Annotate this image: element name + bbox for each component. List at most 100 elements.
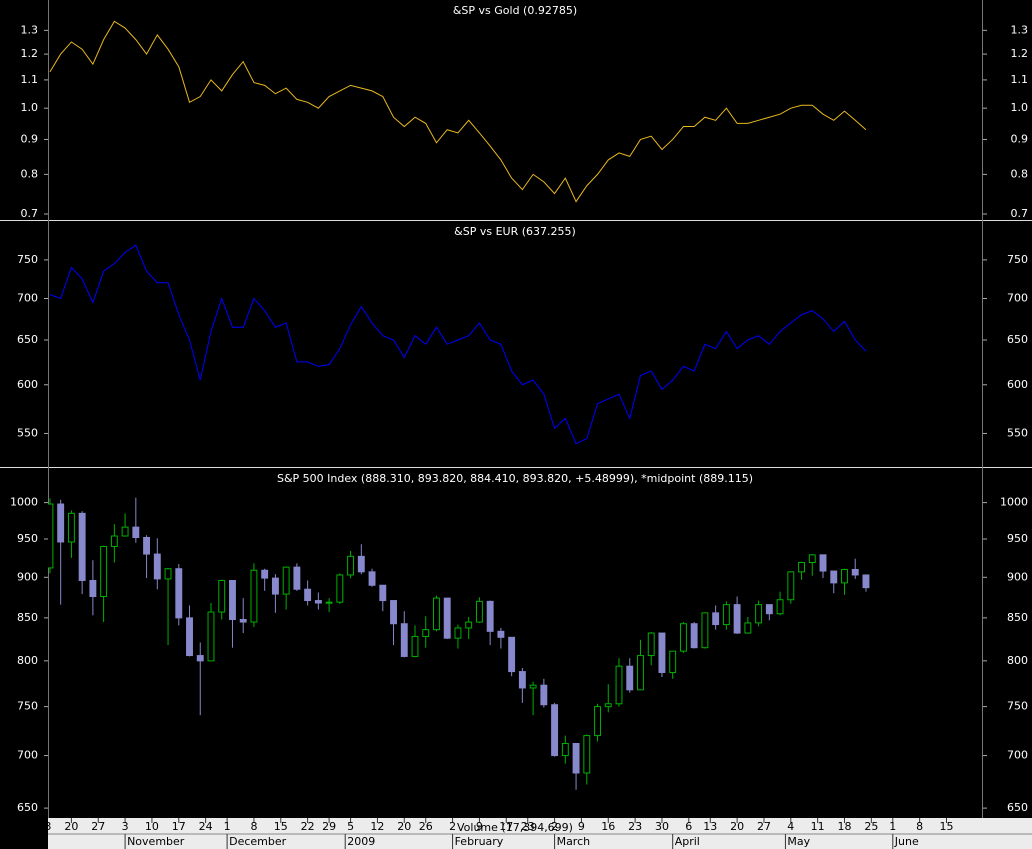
x-tick-label: 5 <box>347 820 354 833</box>
candle-body <box>841 568 848 584</box>
candle-body <box>583 735 591 774</box>
candle-body <box>819 554 827 572</box>
candle-body <box>626 665 634 691</box>
candle-body <box>798 562 805 573</box>
y-tick-label-right: 1.0 <box>1011 101 1029 114</box>
x-tick-label: 30 <box>655 820 669 833</box>
x-tick-label: 12 <box>370 820 384 833</box>
y-tick-label-right: 0.8 <box>1011 167 1029 180</box>
y-tick-label: 0.8 <box>21 167 39 180</box>
x-tick-label: 23 <box>521 820 535 833</box>
candle-body <box>78 512 86 581</box>
x-tick-label: 22 <box>301 820 315 833</box>
candle-body <box>186 617 193 657</box>
candle-body <box>132 526 140 538</box>
y-tick-label: 1.3 <box>21 23 39 36</box>
candle-body <box>153 553 161 580</box>
month-label: 2009 <box>347 835 375 848</box>
x-tick-label: 8 <box>916 820 923 833</box>
y-tick-label-right: 650 <box>1007 333 1028 346</box>
candle-body <box>196 655 204 662</box>
candle-body <box>647 632 655 657</box>
y-tick-label: 0.9 <box>21 132 39 145</box>
x-tick-label: 17 <box>499 820 513 833</box>
candle-body <box>690 623 698 649</box>
candle-body <box>411 635 419 657</box>
y-tick-label-right: 800 <box>1007 654 1028 667</box>
candle-body <box>454 627 462 639</box>
candle-body <box>67 512 75 543</box>
x-tick-label: 9 <box>476 820 483 833</box>
x-tick-label: 17 <box>172 820 186 833</box>
y-tick-label-right: 600 <box>1007 378 1028 391</box>
y-tick-label: 800 <box>17 654 38 667</box>
y-tick-label-right: 900 <box>1007 570 1028 583</box>
y-tick-label: 750 <box>17 700 38 713</box>
y-tick-label: 600 <box>17 378 38 391</box>
x-tick-label: 2 <box>449 820 456 833</box>
x-tick-label: 20 <box>397 820 411 833</box>
candle-body <box>529 684 537 689</box>
candle-body <box>336 574 344 603</box>
candle-body <box>722 604 730 626</box>
candle-body <box>497 630 505 638</box>
x-tick-label: 3 <box>122 820 129 833</box>
candle-body <box>164 568 172 580</box>
candle-body <box>207 611 215 662</box>
month-label: March <box>557 835 591 848</box>
candle-body <box>712 612 720 626</box>
y-tick-label: 1000 <box>10 496 38 509</box>
candle-body <box>293 566 301 590</box>
y-tick-label-right: 1000 <box>1000 496 1028 509</box>
y-tick-label-right: 1.1 <box>1011 73 1029 86</box>
candle-body <box>379 584 387 602</box>
x-tick-label: 11 <box>811 820 825 833</box>
y-tick-label-right: 550 <box>1007 426 1028 439</box>
x-tick-label: 18 <box>837 820 851 833</box>
y-tick-label-right: 750 <box>1007 253 1028 266</box>
candle-body <box>261 569 269 579</box>
y-tick-label: 1.1 <box>21 73 39 86</box>
candle-body <box>540 684 548 706</box>
x-tick-label: 20 <box>64 820 78 833</box>
candle-body <box>508 636 516 673</box>
y-tick-label: 700 <box>17 749 38 762</box>
x-tick-label: 4 <box>787 820 794 833</box>
candle-body <box>314 600 322 604</box>
candle-body <box>110 535 118 547</box>
candle-body <box>551 704 559 757</box>
x-tick-label: 27 <box>91 820 105 833</box>
candle-body <box>475 600 483 623</box>
x-tick-label: 10 <box>145 820 159 833</box>
plot-area <box>48 20 870 790</box>
y-tick-label: 550 <box>17 426 38 439</box>
candle-body <box>175 568 183 619</box>
y-tick-label: 1.2 <box>21 47 39 60</box>
candle-body <box>368 571 376 586</box>
y-tick-label-right: 950 <box>1007 532 1028 545</box>
y-tick-label-right: 0.9 <box>1011 132 1029 145</box>
y-tick-label-right: 700 <box>1007 749 1028 762</box>
candle-body <box>271 577 279 595</box>
x-tick-label: 6 <box>685 820 692 833</box>
candle-body <box>518 671 526 689</box>
y-tick-label-right: 650 <box>1007 801 1028 814</box>
x-axis: 1320273101724181522295122026291723291623… <box>38 818 953 849</box>
candle-body <box>57 503 65 543</box>
x-tick-label: 16 <box>601 820 615 833</box>
candle-body <box>400 623 408 657</box>
candle-body <box>218 579 226 613</box>
candle-body <box>851 568 859 576</box>
x-tick-label: 2 <box>551 820 558 833</box>
panel-title: S&P 500 Index (888.310, 893.820, 884.410… <box>277 472 753 485</box>
candle-body <box>808 554 816 564</box>
candle-body <box>422 629 430 637</box>
x-tick-label: 13 <box>38 820 52 833</box>
candle-body <box>733 604 741 634</box>
candle-body <box>862 574 870 589</box>
panel-title: &SP vs EUR (637.255) <box>454 225 576 238</box>
y-tick-label-right: 700 <box>1007 292 1028 305</box>
candle-body <box>765 604 773 615</box>
